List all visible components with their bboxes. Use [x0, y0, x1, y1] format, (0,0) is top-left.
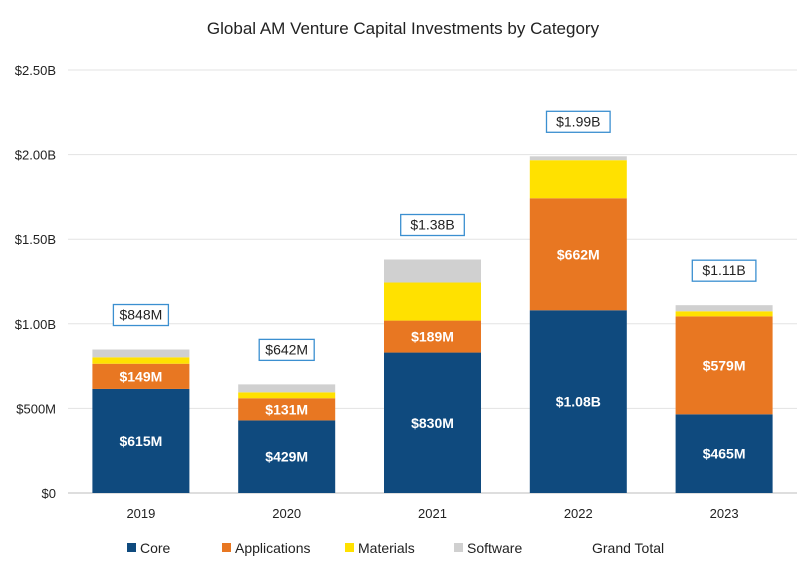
bar-materials-2022	[529, 160, 627, 199]
legend-label-software: Software	[467, 540, 522, 556]
bar-materials-2019	[92, 357, 190, 364]
legend-swatch-applications	[222, 543, 231, 552]
bar-core-2022	[529, 310, 627, 493]
bar-applications-2019	[92, 363, 190, 389]
total-box-2022	[545, 110, 611, 133]
y-tick-label: $500M	[16, 401, 56, 416]
y-tick-label: $1.00B	[15, 317, 56, 332]
legend-label-materials: Materials	[358, 540, 415, 556]
y-tick-label: $1.50B	[15, 232, 56, 247]
y-tick-label: $2.00B	[15, 148, 56, 163]
legend-swatch-software	[454, 543, 463, 552]
total-box-2021	[400, 213, 465, 237]
bar-core-2019	[92, 388, 190, 493]
bar-label-applications-2023: $579M	[703, 357, 746, 373]
bar-label-applications-2019: $149M	[119, 368, 162, 384]
bar-label-core-2023: $465M	[703, 446, 746, 462]
bar-software-2023	[675, 305, 773, 312]
bar-applications-2020	[238, 398, 336, 421]
bar-applications-2023	[675, 316, 773, 415]
total-label-2022: $1.99B	[556, 113, 600, 129]
total-labels: $848M $642M $1.38B $1.99B $1.11B	[112, 110, 757, 362]
bar-software-2021	[384, 259, 481, 283]
bar-applications-2022	[529, 198, 627, 311]
y-tick-label: $2.50B	[15, 63, 56, 78]
chart-title: Global AM Venture Capital Investments by…	[207, 19, 600, 38]
total-label-2020: $642M	[265, 341, 308, 357]
total-label-2023: $1.11B	[702, 262, 745, 278]
legend-label-core: Core	[140, 540, 171, 556]
bar-label-applications-2022: $662M	[557, 246, 600, 262]
total-label-2021: $1.38B	[410, 217, 454, 233]
y-axis-ticks: $0 $500M $1.00B $1.50B $2.00B $2.50B	[15, 63, 56, 501]
bar-core-2023	[675, 414, 773, 493]
bar-label-core-2022: $1.08B	[556, 394, 601, 410]
bar-label-applications-2021: $189M	[411, 329, 454, 345]
bar-software-2019	[92, 349, 190, 358]
bar-applications-2021	[384, 320, 481, 353]
legend-label-applications: Applications	[235, 540, 311, 556]
bar-label-core-2021: $830M	[411, 415, 454, 431]
x-tick-label: 2022	[564, 506, 593, 521]
y-tick-label: $0	[42, 486, 56, 501]
x-axis-ticks: 2019 2020 2021 2022 2023	[126, 506, 738, 521]
bar-software-2020	[238, 384, 336, 393]
bar-label-core-2019: $615M	[119, 433, 162, 449]
bar-materials-2021	[384, 282, 481, 321]
total-box-2020	[258, 338, 315, 362]
legend-label-grand-total: Grand Total	[592, 540, 664, 556]
bar-materials-2023	[675, 311, 773, 317]
legend: Core Applications Materials Software Grand T…	[127, 540, 664, 556]
total-box-2023	[691, 259, 757, 282]
legend-swatch-core	[127, 543, 136, 552]
x-tick-label: 2020	[272, 506, 301, 521]
bars: $615M $149M $429M $131M $830M $189M $1.08B $662…	[92, 156, 773, 493]
total-label-2019: $848M	[119, 307, 162, 323]
x-tick-label: 2021	[418, 506, 447, 521]
bar-software-2022	[529, 156, 627, 161]
bar-label-core-2020: $429M	[265, 449, 308, 465]
total-box-2019	[112, 303, 170, 327]
bar-materials-2020	[238, 392, 336, 399]
bar-core-2020	[238, 420, 336, 493]
bar-core-2021	[384, 352, 481, 493]
x-tick-label: 2019	[126, 506, 155, 521]
legend-swatch-materials	[345, 543, 354, 552]
bar-label-applications-2020: $131M	[265, 401, 308, 417]
x-tick-label: 2023	[710, 506, 739, 521]
